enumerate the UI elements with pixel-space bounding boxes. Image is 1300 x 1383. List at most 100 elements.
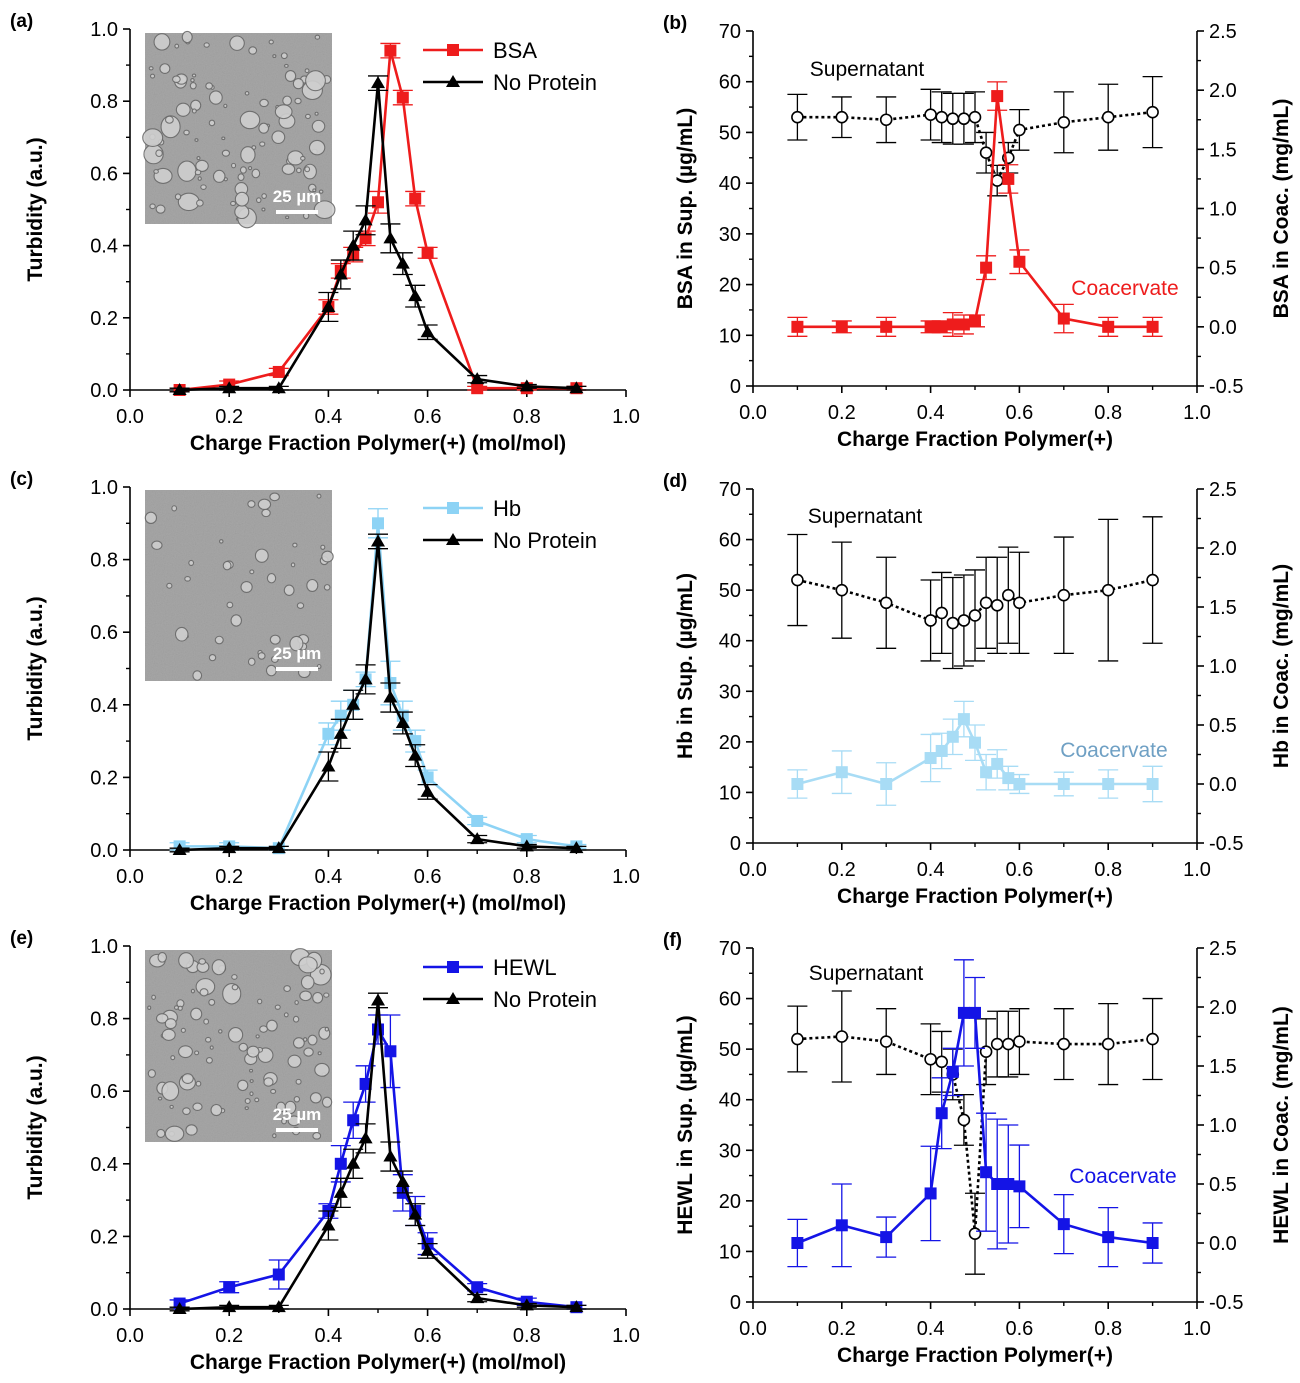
droplet — [314, 111, 319, 116]
data-point — [1101, 583, 1115, 597]
droplet — [197, 176, 202, 181]
y-axis-title: HEWL in Sup. (µg/mL) — [674, 1015, 697, 1234]
data-point — [879, 596, 893, 610]
data-point — [1057, 312, 1070, 325]
droplet — [270, 1088, 277, 1094]
droplet — [180, 1027, 186, 1033]
droplet — [296, 602, 305, 609]
droplet — [251, 168, 261, 179]
droplet — [313, 200, 336, 220]
data-point — [321, 1218, 336, 1231]
droplet — [272, 1133, 277, 1139]
data-point — [969, 736, 981, 749]
y2-tick-label: -0.5 — [1209, 1292, 1243, 1314]
y-tick-label: 10 — [719, 1241, 741, 1263]
data-point — [1013, 1180, 1026, 1193]
panel-b: 0.0 0.2 0.4 0.6 0.8 1.0 0 10 20 30 40 50 60 70 -0.5 0.0… — [663, 13, 1293, 451]
droplet — [144, 511, 158, 525]
data-point — [322, 727, 335, 740]
x-tick-label: 0.8 — [1094, 859, 1122, 881]
x-tick-label: 0.0 — [116, 1325, 144, 1347]
droplet — [228, 1027, 244, 1043]
y2-tick-label: 1.5 — [1209, 1056, 1237, 1078]
y2-tick-label: 1.0 — [1209, 656, 1237, 678]
legend-label: Hb — [493, 496, 521, 521]
y2-tick-label: 2.0 — [1209, 80, 1237, 102]
droplet — [263, 1077, 274, 1087]
droplet — [300, 975, 315, 990]
droplet — [230, 614, 243, 627]
data-point — [470, 1291, 485, 1304]
axes-d — [752, 489, 1198, 844]
data-point — [346, 238, 361, 251]
data-point — [957, 713, 970, 726]
data-point — [880, 320, 893, 333]
x-tick-label: 0.2 — [215, 866, 243, 888]
droplet — [308, 139, 326, 156]
droplet — [211, 959, 226, 976]
data-point — [395, 715, 410, 728]
y-tick-label: 70 — [719, 479, 741, 501]
data-point — [1002, 172, 1015, 185]
data-point — [957, 614, 971, 627]
data-point — [172, 383, 187, 395]
y-tick-label: 40 — [719, 1090, 741, 1112]
droplet — [249, 1091, 254, 1097]
scale-bar-label: 25 µm — [273, 187, 322, 206]
data-point — [470, 372, 485, 385]
droplet — [190, 1007, 203, 1021]
panel-label: (c) — [10, 469, 33, 490]
droplet — [248, 46, 258, 55]
droplet — [183, 129, 190, 136]
data-point — [969, 1006, 981, 1019]
data-point — [935, 110, 949, 124]
data-point — [1146, 1032, 1159, 1046]
legend-marker — [447, 502, 459, 514]
data-point — [471, 814, 484, 827]
x-tick-label: 1.0 — [1183, 1318, 1211, 1340]
droplet — [166, 582, 173, 589]
droplet — [312, 188, 317, 193]
panel-d: 0.0 0.2 0.4 0.6 0.8 1.0 0 10 20 30 40 50 60 70 -0.5 0.0… — [663, 471, 1293, 908]
y-tick-label: 0.6 — [90, 1081, 118, 1103]
droplet — [195, 159, 209, 172]
droplet — [246, 1045, 260, 1058]
droplet — [265, 664, 277, 677]
data-point — [372, 517, 384, 530]
data-point — [791, 1032, 804, 1046]
y-tick-label: 10 — [719, 325, 741, 347]
data-point — [935, 320, 948, 333]
x-tick-label: 0.2 — [828, 1318, 856, 1340]
panel-label: (e) — [10, 928, 33, 949]
y-axis-title: Turbidity (a.u.) — [24, 1055, 47, 1199]
annotation-coacervate: Coacervate — [1060, 739, 1167, 762]
x-tick-label: 0.2 — [828, 859, 856, 881]
droplet — [223, 103, 228, 109]
data-point — [835, 583, 849, 597]
data-point — [172, 1302, 187, 1314]
droplet — [295, 1078, 302, 1085]
y-axis-title: Turbidity (a.u.) — [24, 596, 47, 740]
droplet — [155, 204, 166, 214]
y2-tick-label: 2.5 — [1209, 479, 1237, 501]
y-tick-label: 0.0 — [90, 840, 118, 862]
droplet — [268, 39, 274, 45]
y2-tick-label: 1.0 — [1209, 1115, 1237, 1137]
droplet — [214, 635, 224, 645]
y2-tick-label: 1.5 — [1209, 597, 1237, 619]
data-point — [1102, 320, 1115, 333]
data-point — [272, 1268, 285, 1281]
y-tick-label: 1.0 — [90, 19, 118, 41]
data-point — [957, 112, 971, 126]
x-tick-label: 0.4 — [314, 1325, 342, 1347]
data-point — [835, 766, 848, 779]
x-tick-label: 0.8 — [1094, 402, 1122, 424]
scale-bar-label: 25 µm — [273, 1105, 322, 1124]
y-tick-label: 0.8 — [90, 1009, 118, 1031]
data-point — [396, 91, 409, 104]
data-point — [935, 606, 949, 620]
droplet — [290, 562, 296, 568]
droplet — [164, 115, 174, 124]
inset-micrograph-a: 25 µm — [142, 30, 336, 229]
